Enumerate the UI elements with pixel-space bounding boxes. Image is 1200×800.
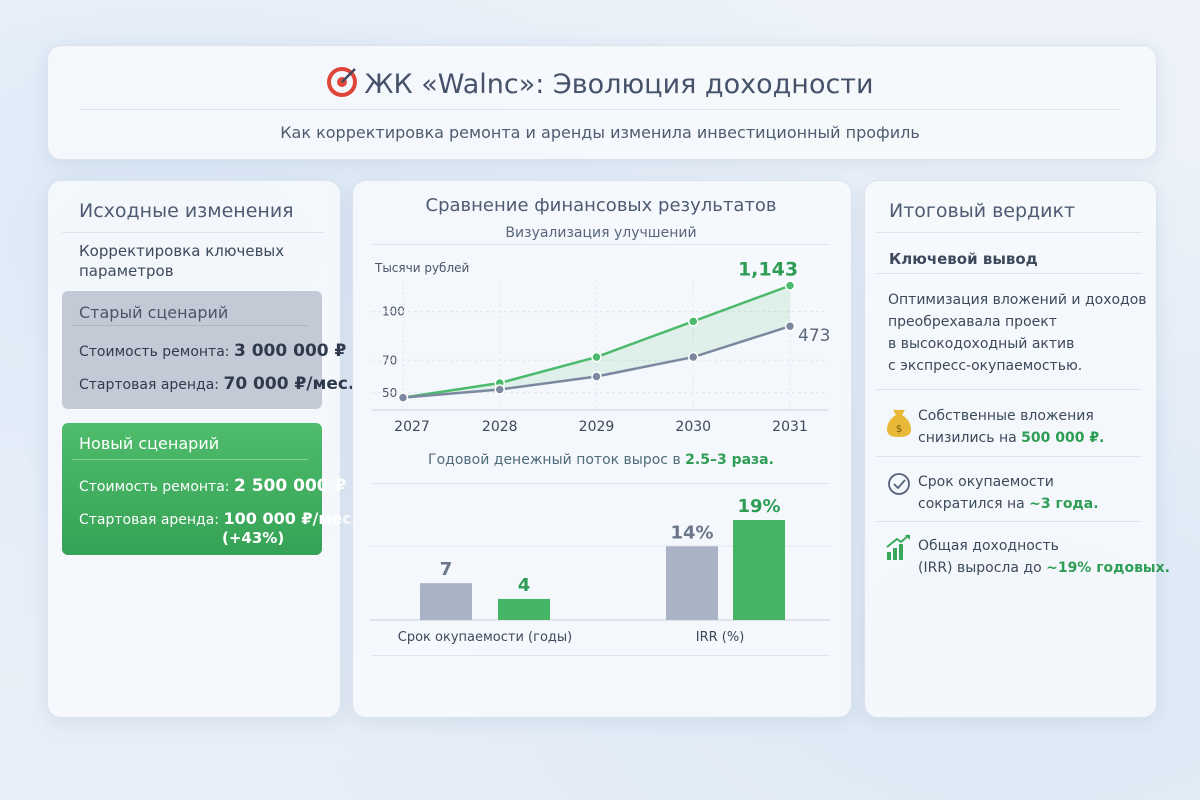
panel-subtitle: Визуализация улучшений	[505, 225, 697, 241]
item-line: (IRR) выросла до ~19% годовых.	[918, 560, 1170, 576]
divider	[72, 325, 308, 326]
divider	[372, 244, 830, 245]
old-scenario-box	[62, 291, 322, 409]
point	[688, 316, 699, 327]
text-part: ~3 года.	[1029, 496, 1099, 512]
text-part: 2 500 000 ₽	[233, 476, 347, 496]
x-tick-label: Срок окупаемости (годы)	[398, 630, 572, 645]
text-part: 500 000 ₽.	[1021, 430, 1105, 446]
page-title: ЖК «Walnc»: Эволюция доходности	[364, 69, 874, 100]
header-card	[47, 45, 1157, 160]
divider	[62, 232, 324, 233]
text-part: сократился на	[918, 496, 1025, 512]
new-title: Новый сценарий	[79, 434, 220, 453]
item-line: снизились на 500 000 ₽.	[918, 430, 1104, 446]
panel-subtitle: Корректировка ключевых параметров	[79, 242, 285, 280]
y-tick-label: 100	[382, 305, 405, 319]
summary-line: Оптимизация вложений и доходов	[888, 292, 1147, 308]
divider	[876, 273, 1142, 274]
value-label: 14%	[670, 522, 713, 543]
item-line: сократился на ~3 года.	[918, 496, 1099, 512]
divider	[876, 521, 1142, 522]
panel-title: Исходные изменения	[79, 200, 294, 222]
value-label: 19%	[737, 496, 780, 517]
summary-line: в высокодоходный актив	[888, 336, 1075, 352]
old-row: Стартовая аренда: 70 000 ₽/мес.	[79, 374, 354, 394]
point	[494, 384, 505, 395]
value-label: 7	[440, 559, 453, 580]
text-part: Годовой денежный поток вырос в	[428, 452, 681, 468]
divider	[876, 232, 1142, 233]
new-row: Стоимость ремонта: 2 500 000 ₽	[79, 476, 346, 496]
text-part	[327, 67, 358, 97]
x-tick-label: 2029	[579, 419, 615, 435]
x-tick-label: IRR (%)	[696, 630, 745, 645]
text-part: ~19% годовых.	[1046, 560, 1170, 576]
bar	[733, 520, 785, 620]
annotation: 1,143	[738, 259, 798, 281]
y-tick-label: 70	[382, 353, 397, 367]
old-row: Стоимость ремонта: 3 000 000 ₽	[79, 341, 346, 361]
title-row: ЖК «Walnc»: Эволюция доходности	[0, 66, 1200, 100]
x-tick-label: 2027	[394, 419, 430, 435]
text-part: снизились на	[918, 430, 1017, 446]
x-tick-label: 2031	[772, 419, 808, 435]
text-part: (IRR) выросла до	[918, 560, 1042, 576]
value-label: 4	[518, 575, 531, 596]
target-icon	[327, 67, 358, 97]
panel-title: Итоговый вердикт	[889, 200, 1076, 222]
text-part	[341, 68, 357, 83]
new-note: (+43%)	[222, 529, 285, 547]
point	[397, 392, 409, 403]
divider	[876, 456, 1142, 457]
text-part: 3 000 000 ₽	[233, 341, 347, 361]
bar	[666, 546, 718, 620]
text-part: Стартовая аренда:	[79, 377, 220, 393]
point	[591, 371, 602, 382]
divider	[72, 459, 308, 460]
text-part: 100 000 ₽/мес.	[223, 509, 358, 528]
x-tick-label: 2030	[675, 419, 711, 435]
point	[784, 280, 796, 291]
divider	[372, 483, 830, 484]
panel-subtitle: Ключевой вывод	[889, 250, 1038, 268]
text-part: 70 000 ₽/мес.	[223, 374, 355, 394]
item-line: Срок окупаемости	[918, 474, 1054, 490]
y-tick-label: 50	[382, 386, 397, 400]
new-scenario-box	[62, 423, 322, 555]
caption: Годовой денежный поток вырос в 2.5–3 раз…	[352, 452, 850, 468]
point	[784, 320, 796, 332]
panel-title: Сравнение финансовых результатов	[425, 195, 777, 216]
text-part: Стоимость ремонта:	[79, 479, 230, 495]
divider	[80, 109, 1120, 110]
text-part: Стоимость ремонта:	[79, 344, 230, 360]
center-card	[352, 180, 852, 718]
bar	[420, 583, 472, 620]
bar	[498, 598, 550, 620]
point	[591, 351, 602, 363]
old-title: Старый сценарий	[79, 303, 229, 322]
text-part: Стартовая аренда:	[79, 512, 220, 528]
text-part: 2.5–3 раза.	[685, 452, 774, 468]
x-tick-label: 2028	[482, 419, 518, 435]
right-card	[864, 180, 1157, 718]
summary-line: с экспресс-окупаемостью.	[888, 358, 1083, 374]
summary-line: преобрехавала проект	[888, 314, 1057, 330]
annotation: 473	[798, 326, 830, 346]
y-axis-label: Тысячи рублей	[374, 261, 469, 275]
page-subtitle: Как корректировка ремонта и аренды измен…	[280, 123, 920, 142]
item-line: Собственные вложения	[918, 408, 1094, 424]
item-line: Общая доходность	[918, 538, 1059, 554]
divider	[372, 655, 830, 656]
divider	[876, 389, 1142, 390]
point	[688, 351, 699, 363]
new-row: Стартовая аренда: 100 000 ₽/мес.	[79, 509, 358, 528]
